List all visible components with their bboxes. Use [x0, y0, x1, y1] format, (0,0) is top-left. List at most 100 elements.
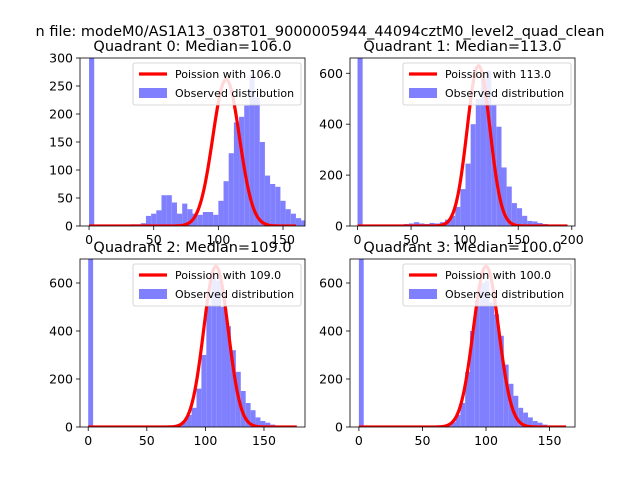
histogram-bar — [166, 195, 172, 226]
histogram-bar — [496, 126, 502, 226]
histogram-bar — [245, 403, 251, 427]
panel-title: Quadrant 0: Median=106.0 — [93, 39, 291, 55]
histogram-bar — [503, 364, 509, 427]
panel-title: Quadrant 1: Median=113.0 — [363, 39, 561, 55]
histogram-bar — [89, 58, 95, 226]
histogram-bar — [532, 221, 538, 226]
histogram-bar — [197, 214, 203, 226]
legend-line-label: Poission with 113.0 — [445, 68, 551, 81]
legend-line-label: Poission with 100.0 — [445, 269, 551, 282]
histogram-bar — [494, 314, 499, 427]
legend: Poission with 109.0 Observed distribution — [132, 263, 302, 307]
histogram-bar — [484, 280, 490, 427]
x-tick-label: 0 — [355, 433, 363, 448]
y-tick-label: 400 — [319, 324, 343, 339]
histogram-bar — [239, 116, 245, 226]
histogram-bar — [181, 421, 187, 427]
y-tick-label: 250 — [49, 79, 73, 94]
histogram-bar — [240, 391, 246, 427]
histogram-bar — [470, 331, 475, 427]
legend-box — [132, 263, 302, 307]
histogram-bar — [518, 407, 524, 427]
histogram-bar — [527, 417, 533, 427]
histogram-bar — [264, 175, 271, 226]
axes-frame — [349, 57, 576, 227]
histogram-bar — [145, 215, 152, 226]
histogram-bar — [506, 186, 512, 226]
histogram-bar — [223, 181, 229, 226]
histogram-bar — [532, 421, 538, 427]
y-tick-label: 0 — [65, 219, 73, 234]
histogram-bar — [221, 307, 227, 427]
panel-quadrant-1: 0 50 100 150 200 0 200 400 600 Quadrant 1: Median… — [319, 39, 584, 247]
histogram-bar — [187, 209, 193, 226]
axes-frame — [349, 258, 576, 428]
y-tick-label: 200 — [319, 168, 343, 183]
legend-line-label: Poission with 109.0 — [175, 269, 281, 282]
legend-patch-swatch — [409, 88, 437, 98]
histogram-bar — [230, 350, 236, 427]
histogram-bar — [290, 213, 296, 226]
histogram-bar — [161, 195, 167, 226]
legend: Poission with 113.0 Observed distribution — [402, 62, 572, 106]
histogram-bar — [450, 422, 456, 427]
legend-patch-swatch — [139, 289, 167, 299]
histogram-bar — [460, 403, 466, 427]
histogram-bar — [511, 203, 517, 226]
y-tick-label: 400 — [49, 324, 73, 339]
histogram-bar — [228, 153, 234, 226]
histogram-bar — [182, 203, 188, 226]
legend-patch-label: Observed distribution — [175, 288, 294, 301]
histogram-bar — [501, 167, 507, 226]
histogram-bar — [208, 212, 214, 226]
histogram-bar — [465, 371, 470, 427]
histogram-bar — [280, 200, 286, 226]
histogram-bar — [527, 220, 533, 226]
panel-quadrant-2: 0 50 100 150 0 200 400 600 Quadrant 2: Median=10… — [49, 240, 306, 448]
histogram-bar — [151, 213, 157, 226]
histogram-bar — [470, 124, 476, 226]
histogram-bar — [88, 259, 94, 427]
poisson-curve — [356, 64, 569, 226]
x-tick-label: 100 — [474, 433, 498, 448]
plot-area — [356, 58, 569, 226]
legend-patch-label: Observed distribution — [445, 87, 564, 100]
histogram-bar — [191, 407, 197, 427]
panel-quadrant-0: 0 50 100 150 0 50 100 150 200 250 300 Quadrant 0: M… — [49, 39, 306, 247]
x-tick-label: 150 — [506, 232, 530, 247]
poisson-curve — [88, 77, 297, 226]
y-tick-label: 200 — [49, 372, 73, 387]
histogram-bar — [196, 388, 202, 427]
y-tick-label: 600 — [49, 276, 73, 291]
x-tick-label: 50 — [403, 232, 419, 247]
legend-box — [132, 62, 302, 106]
x-tick-label: 200 — [560, 232, 584, 247]
legend-patch-label: Observed distribution — [445, 288, 564, 301]
histogram-bar — [201, 355, 207, 427]
histogram-bar — [265, 422, 271, 427]
histogram-bar — [202, 212, 209, 226]
histogram-bar — [455, 415, 461, 427]
histogram-bar — [156, 210, 162, 226]
histogram-bar — [259, 142, 265, 226]
histogram-bar — [186, 415, 192, 427]
legend-box — [402, 62, 572, 106]
x-tick-label: 100 — [453, 232, 477, 247]
histogram-bar — [486, 70, 492, 226]
panel-title: Quadrant 2: Median=109.0 — [93, 240, 291, 256]
x-tick-label: 50 — [146, 232, 162, 247]
histogram-bar — [301, 220, 305, 226]
histogram-bar — [176, 213, 183, 226]
plot-area — [88, 58, 305, 226]
x-tick-label: 150 — [252, 433, 276, 448]
axes-frame — [79, 258, 306, 428]
histogram-bar — [475, 98, 481, 226]
x-tick-label: 0 — [354, 232, 362, 247]
histogram-bar — [465, 163, 471, 226]
legend: Poission with 106.0 Observed distribution — [132, 62, 302, 106]
y-tick-label: 400 — [319, 117, 343, 132]
x-tick-label: 50 — [139, 433, 155, 448]
y-tick-label: 600 — [319, 276, 343, 291]
x-tick-label: 100 — [193, 433, 217, 448]
histogram-bar — [192, 213, 198, 226]
